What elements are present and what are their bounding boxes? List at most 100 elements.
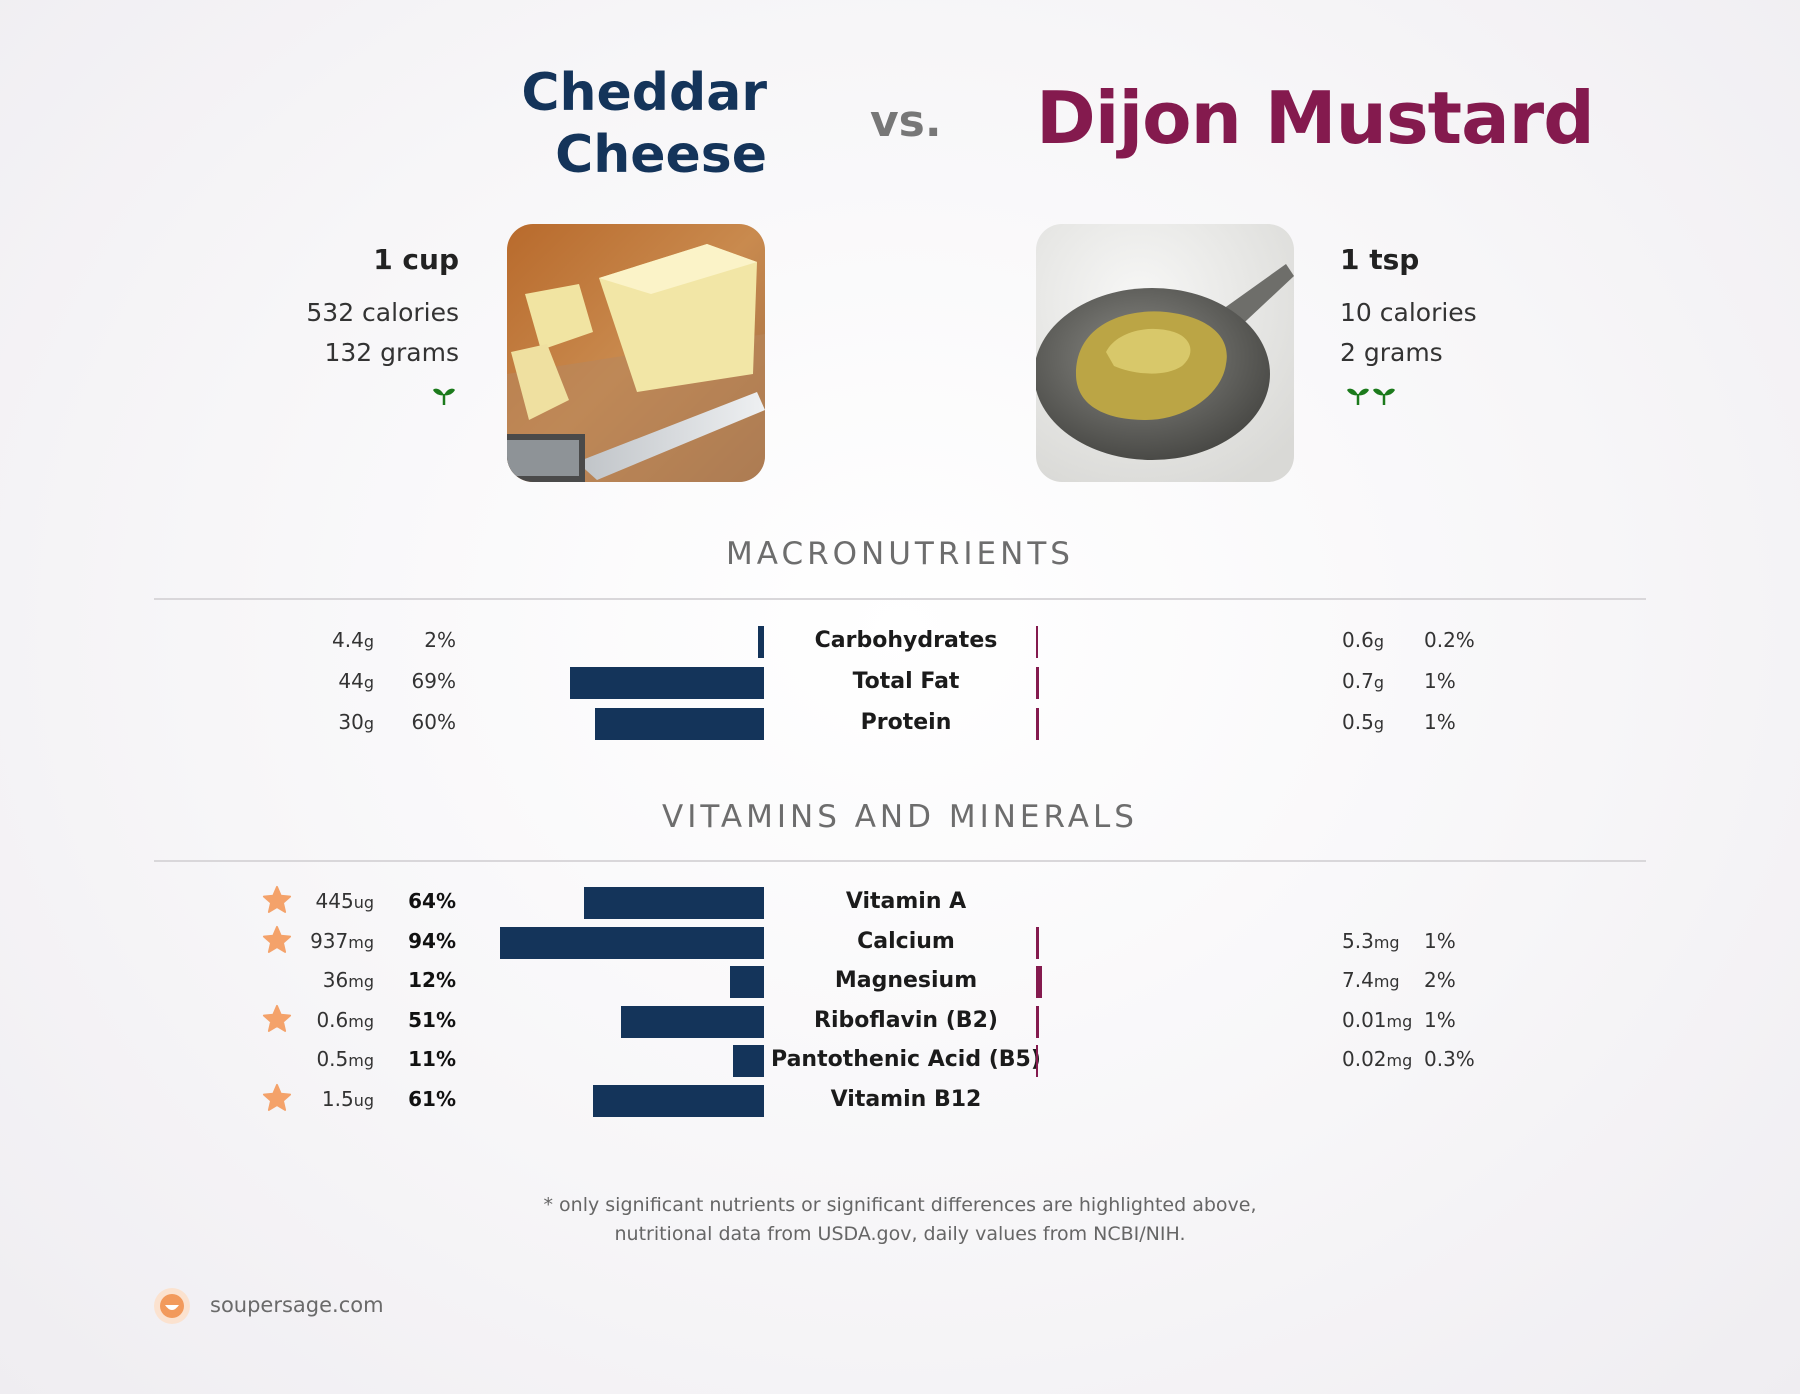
right-amount-value: 5.3 — [1342, 928, 1374, 953]
right-amount-value: 0.02 — [1342, 1047, 1387, 1071]
brand-link[interactable]: soupersage.com — [210, 1293, 384, 1317]
left-percent: 69% — [411, 669, 456, 693]
nutrient-label: Calcium — [857, 928, 955, 954]
macronutrients-divider — [154, 598, 1646, 600]
cheddar-cheese-photo — [507, 224, 765, 482]
left-amount-unit: g — [363, 673, 374, 692]
left-amount-value: 30 — [338, 710, 364, 734]
right-amount-value: 0.01 — [1342, 1007, 1387, 1032]
right-amount-value: 7.4 — [1342, 968, 1374, 992]
right-amount-value: 0.5 — [1342, 710, 1374, 734]
right-serving-size: 1 tsp — [1340, 243, 1420, 276]
left-amount-value: 44 — [338, 669, 364, 693]
vs-label: vs. — [870, 96, 942, 147]
left-amount-value: 0.5 — [316, 1047, 349, 1071]
left-bar — [733, 1045, 764, 1077]
nutrient-label: Pantothenic Acid (B5) — [771, 1047, 1041, 1072]
left-amount: 4.4g — [332, 628, 374, 652]
left-amount-unit: mg — [348, 932, 374, 952]
left-percent: 2% — [424, 628, 456, 652]
left-percent: 61% — [408, 1086, 456, 1111]
left-amount-unit: mg — [348, 972, 374, 991]
left-food-title: Cheddar Cheese — [247, 62, 767, 186]
left-amount-value: 1.5 — [321, 1086, 354, 1111]
dijon-mustard-photo — [1036, 224, 1294, 482]
star-icon — [262, 1083, 292, 1113]
right-amount: 0.6g — [1342, 628, 1384, 652]
right-amount: 0.5g — [1342, 710, 1384, 734]
left-amount-value: 937 — [310, 928, 349, 953]
left-amount: 937mg — [310, 929, 374, 953]
right-amount: 0.02mg — [1342, 1047, 1412, 1071]
left-food-title-line2: Cheese — [555, 125, 767, 185]
right-amount-unit: g — [1373, 632, 1384, 651]
right-percent: 1% — [1424, 710, 1456, 734]
sprout-icon — [432, 384, 456, 410]
right-bar — [1036, 926, 1039, 959]
right-amount: 0.01mg — [1342, 1008, 1412, 1032]
footnote-line1: * only significant nutrients or signific… — [543, 1194, 1257, 1216]
right-amount-value: 0.6 — [1342, 628, 1374, 652]
right-sprout-rating — [1346, 384, 1398, 410]
left-bar — [570, 667, 764, 699]
right-bar — [1036, 708, 1039, 740]
left-amount-unit: ug — [353, 1090, 374, 1110]
right-amount-unit: mg — [1373, 932, 1400, 952]
star-icon — [262, 885, 292, 915]
right-amount-value: 0.7 — [1342, 669, 1374, 693]
left-amount: 44g — [338, 669, 374, 693]
right-amount-unit: mg — [1386, 1011, 1413, 1031]
left-bar — [592, 1084, 764, 1117]
left-amount-unit: ug — [353, 893, 374, 912]
macronutrients-heading: MACRONUTRIENTS — [726, 536, 1074, 572]
right-bar — [1036, 1005, 1039, 1038]
left-serving-size: 1 cup — [373, 243, 459, 276]
right-amount: 0.7g — [1342, 669, 1384, 693]
right-amount-unit: g — [1373, 714, 1384, 733]
nutrient-label: Magnesium — [834, 968, 978, 993]
right-percent: 1% — [1424, 669, 1456, 693]
right-bar — [1036, 667, 1039, 699]
left-amount-unit: mg — [348, 1051, 374, 1070]
left-percent: 94% — [408, 928, 456, 953]
left-percent: 51% — [408, 1007, 456, 1032]
footnote: * only significant nutrients or signific… — [0, 1191, 1800, 1249]
right-percent: 0.3% — [1424, 1047, 1475, 1071]
right-amount-unit: mg — [1373, 972, 1400, 991]
left-amount: 1.5ug — [322, 1087, 374, 1111]
right-percent: 2% — [1424, 968, 1456, 992]
left-bar — [595, 708, 764, 740]
right-amount: 5.3mg — [1342, 929, 1400, 953]
right-food-title: Dijon Mustard — [1036, 76, 1595, 160]
left-amount: 0.6mg — [316, 1008, 374, 1032]
left-percent: 11% — [408, 1047, 456, 1071]
left-food-title-line1: Cheddar — [521, 63, 767, 123]
left-bar — [758, 626, 764, 658]
nutrient-label: Protein — [860, 710, 952, 735]
right-calories: 10 calories — [1340, 298, 1477, 327]
right-grams: 2 grams — [1340, 338, 1443, 367]
left-bar — [499, 926, 764, 959]
left-bar — [730, 966, 764, 998]
right-amount: 7.4mg — [1342, 968, 1400, 992]
left-amount-unit: g — [363, 714, 374, 733]
left-amount-value: 36 — [322, 968, 349, 992]
sprout-icon — [1346, 384, 1370, 410]
soupersage-logo-icon[interactable] — [153, 1287, 191, 1325]
left-bar — [584, 887, 764, 919]
left-amount-unit: g — [363, 632, 374, 651]
left-bar — [620, 1005, 764, 1038]
left-amount: 445ug — [316, 889, 374, 913]
star-icon — [262, 925, 292, 955]
vitamins-heading: VITAMINS AND MINERALS — [662, 799, 1138, 835]
left-percent: 64% — [408, 889, 456, 913]
vitamins-divider — [154, 860, 1646, 862]
right-bar — [1036, 1045, 1038, 1077]
left-sprout-rating — [432, 384, 458, 410]
left-percent: 12% — [408, 968, 456, 992]
left-calories: 532 calories — [306, 298, 459, 327]
right-bar — [1036, 966, 1042, 998]
right-percent: 0.2% — [1424, 628, 1475, 652]
right-percent: 1% — [1424, 1007, 1456, 1032]
right-amount-unit: g — [1373, 673, 1384, 692]
